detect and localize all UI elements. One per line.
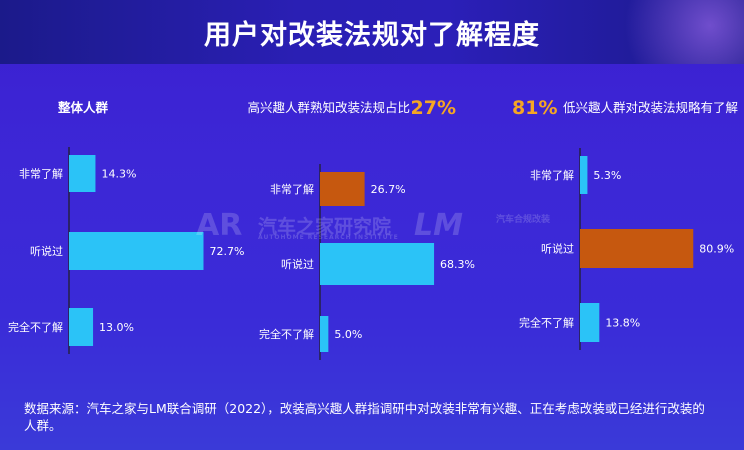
chart-title-highlight: 81%: [512, 97, 557, 119]
data-source-note: 数据来源：汽车之家与LM联合调研（2022），改装高兴趣人群指调研中对改装非常有…: [24, 401, 705, 433]
chart-bar: [69, 155, 96, 192]
chart-bar: [580, 156, 588, 194]
lm-logo-watermark: LM: [414, 208, 463, 243]
chart-title: 低兴趣人群对改装法规略有了解: [563, 100, 738, 115]
chart-title-highlight: 27%: [411, 97, 456, 119]
category-label: 听说过: [30, 244, 63, 258]
chart-bar: [69, 232, 204, 270]
autohome-research-watermark: 汽车之家研究院: [258, 216, 392, 238]
chart-bar: [69, 308, 94, 346]
chart-bar: [580, 229, 694, 268]
category-label: 听说过: [281, 257, 314, 271]
chart-bar: [320, 172, 365, 206]
category-label: 完全不了解: [519, 316, 574, 330]
chart-title: 整体人群: [58, 100, 109, 115]
value-label: 13.8%: [605, 317, 640, 330]
chart-title: 高兴趣人群熟知改装法规占比: [247, 100, 410, 115]
value-label: 14.3%: [101, 168, 136, 181]
page-title: 用户对改装法规对了解程度: [204, 20, 540, 51]
autohome-research-en-watermark: AUTOHOME RESEARCH INSTITUTE: [258, 234, 399, 241]
value-label: 5.0%: [334, 328, 362, 341]
title-bar: [0, 0, 744, 64]
category-label: 听说过: [541, 242, 574, 256]
category-label: 完全不了解: [8, 320, 63, 334]
chart-bar: [580, 303, 600, 342]
value-label: 5.3%: [593, 169, 621, 182]
value-label: 72.7%: [209, 245, 244, 258]
value-label: 68.3%: [440, 258, 475, 271]
category-label: 非常了解: [530, 168, 574, 182]
chart-bar: [320, 316, 329, 352]
category-label: 完全不了解: [259, 327, 314, 341]
category-label: 非常了解: [270, 182, 314, 196]
value-label: 80.9%: [699, 243, 734, 256]
value-label: 26.7%: [371, 183, 406, 196]
value-label: 13.0%: [99, 321, 134, 334]
chart-bar: [320, 243, 435, 285]
autohome-logo-watermark: AR: [196, 208, 243, 243]
lm-text-watermark: 汽车合规改装: [496, 215, 551, 225]
category-label: 非常了解: [19, 167, 63, 181]
